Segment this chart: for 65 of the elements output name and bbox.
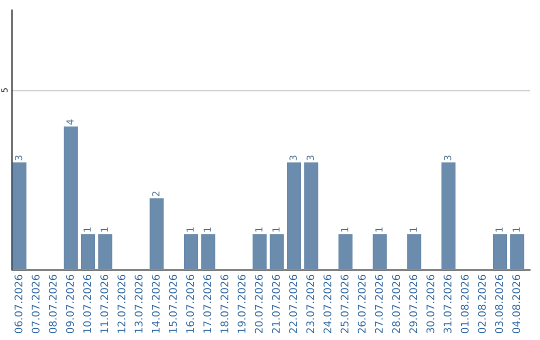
- x-tick-label: 17.07.2026: [203, 274, 212, 333]
- bar: [372, 234, 387, 270]
- data-label: 1: [84, 227, 91, 232]
- x-tick-label: 29.07.2026: [409, 274, 418, 334]
- x-tick-label: 09.07.2026: [66, 274, 74, 334]
- bar: [201, 234, 216, 270]
- y-tick-label: 5: [1, 88, 8, 92]
- x-tick-label: 28.07.2026: [392, 274, 400, 334]
- x-tick-label: 06.07.2026: [14, 274, 22, 334]
- data-label: 1: [341, 227, 348, 232]
- data-label: 1: [410, 227, 417, 232]
- bar: [252, 234, 267, 270]
- bar: [407, 234, 422, 270]
- data-label: 1: [512, 227, 520, 232]
- x-tick-label: 23.07.2026: [306, 274, 314, 334]
- data-label: 3: [306, 156, 314, 160]
- x-tick-label: 07.07.2026: [32, 274, 40, 334]
- x-tick-label: 08.07.2026: [48, 274, 57, 334]
- x-tick-label: 26.07.2026: [358, 274, 366, 334]
- x-tick-label: 19.07.2026: [238, 274, 246, 333]
- bar: [510, 234, 524, 270]
- x-tick-label: 27.07.2026: [374, 274, 383, 334]
- x-tick-label: 02.08.2026: [478, 274, 486, 334]
- data-label: 1: [375, 227, 382, 232]
- data-label: 4: [66, 120, 74, 125]
- bar: [286, 162, 302, 270]
- data-label: 3: [14, 156, 22, 160]
- x-tick-label: 25.07.2026: [340, 274, 349, 334]
- x-tick-label: 22.07.2026: [289, 274, 298, 334]
- bar: [441, 162, 456, 270]
- x-tick-label: 15.07.2026: [168, 274, 177, 333]
- bar: [98, 234, 112, 270]
- bar: [184, 234, 198, 270]
- x-tick-label: 16.07.2026: [186, 274, 194, 333]
- x-tick-label: 18.07.2026: [220, 274, 228, 333]
- x-tick-label: 20.07.2026: [254, 274, 263, 334]
- x-tick-label: 03.08.2026: [495, 274, 503, 334]
- x-tick-label: 11.07.2026: [100, 274, 108, 333]
- x-tick-label: 30.07.2026: [426, 274, 434, 334]
- x-tick-label: 12.07.2026: [118, 274, 126, 333]
- bar: [12, 162, 26, 270]
- data-label: 3: [444, 156, 452, 160]
- x-tick-label: 31.07.2026: [444, 274, 452, 334]
- x-tick-label: 14.07.2026: [152, 274, 160, 333]
- data-label: 2: [152, 192, 160, 196]
- data-label: 1: [272, 227, 280, 232]
- data-label: 1: [100, 227, 108, 232]
- data-label: 1: [496, 227, 503, 232]
- x-tick-label: 10.07.2026: [83, 274, 92, 333]
- bar: [81, 234, 96, 270]
- x-tick-label: 24.07.2026: [323, 274, 332, 334]
- x-tick-label: 21.07.2026: [272, 274, 280, 334]
- bar: [304, 162, 318, 270]
- bar: [270, 234, 284, 270]
- x-tick-label: 04.08.2026: [512, 274, 520, 334]
- bar: [338, 234, 353, 270]
- x-tick-label: 01.08.2026: [460, 274, 469, 334]
- data-label: 1: [255, 227, 262, 232]
- data-label: 3: [289, 156, 297, 160]
- bar: [150, 198, 164, 270]
- x-tick-label: 13.07.2026: [134, 274, 143, 333]
- bar: [64, 126, 78, 270]
- bar: [492, 234, 507, 270]
- data-label: 1: [186, 227, 194, 232]
- data-label: 1: [204, 227, 211, 232]
